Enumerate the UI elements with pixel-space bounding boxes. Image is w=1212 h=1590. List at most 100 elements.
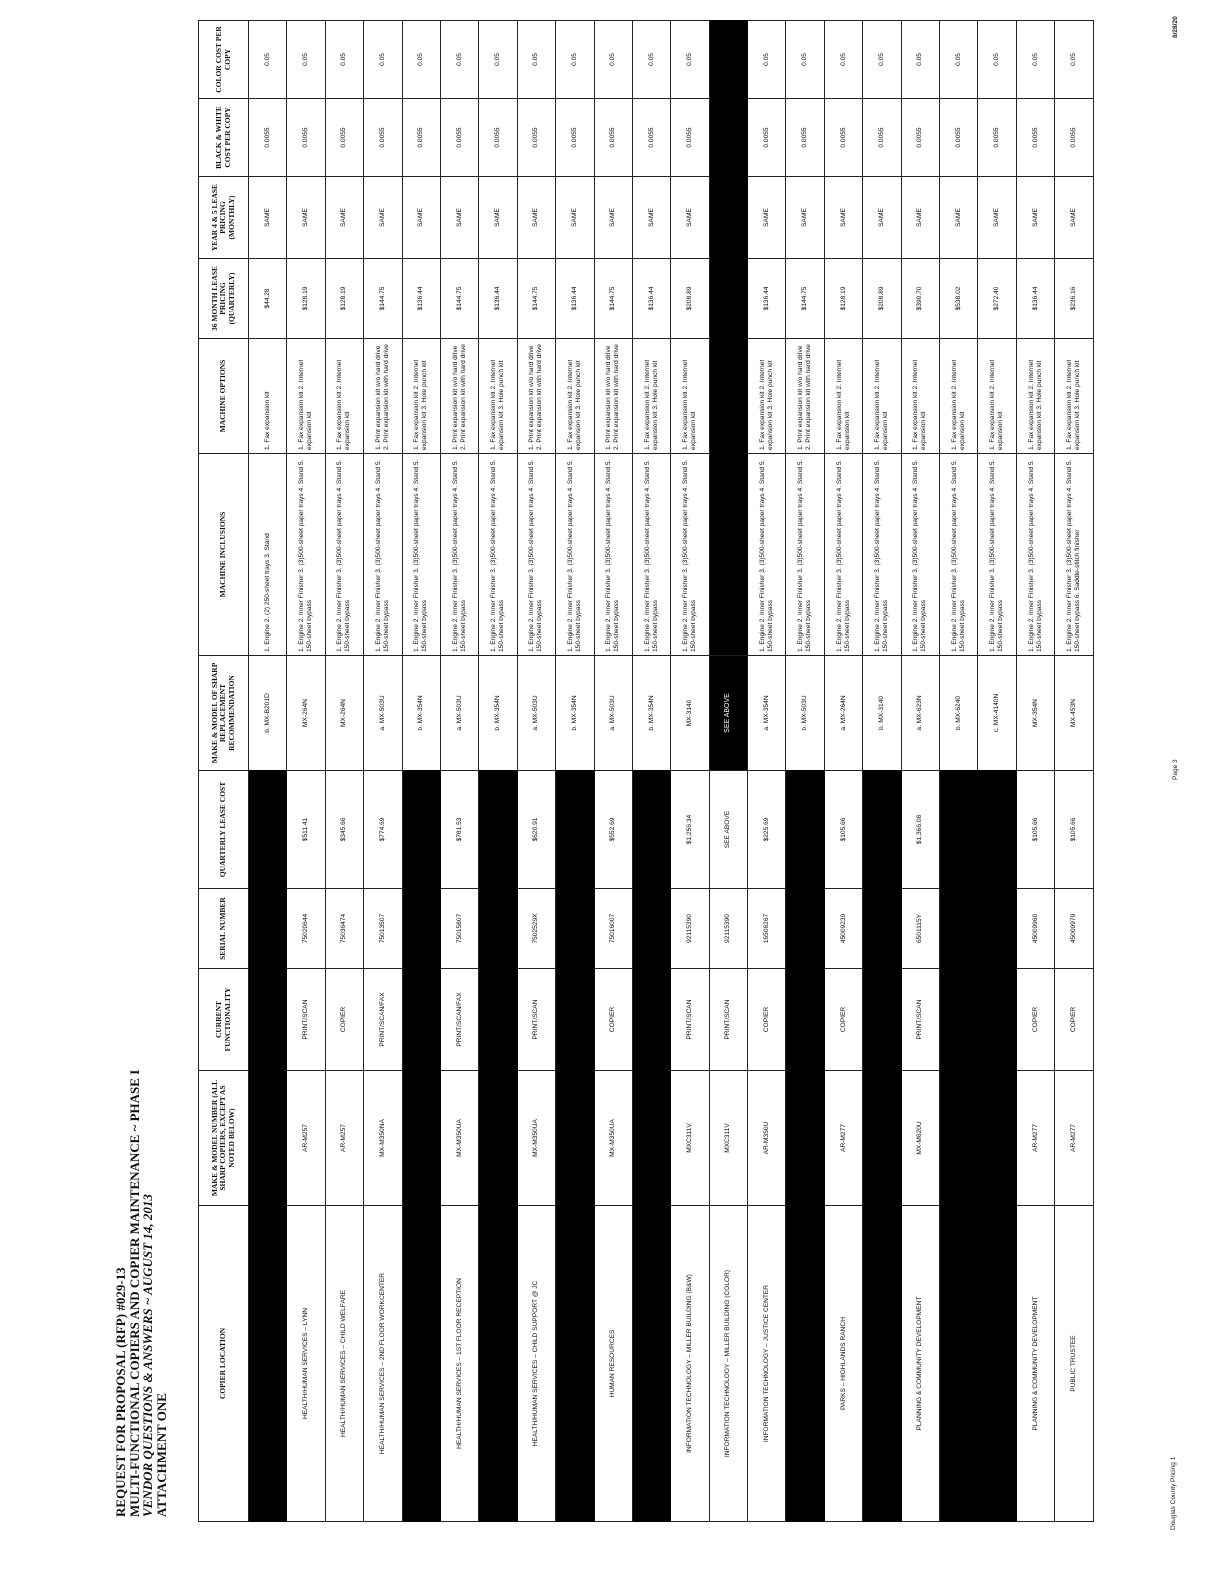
color-cost-per-copy: 0.05: [785, 20, 825, 99]
lease-year-4-5: SAME: [1054, 176, 1094, 259]
current-functionality: COPIER: [594, 968, 633, 1071]
title-line: VENDOR QUESTIONS & ANSWERS ~ AUGUST 14, …: [140, 1194, 155, 1517]
lease-year-4-5: SAME: [517, 176, 556, 259]
quarterly-lease-cost: $105.66: [1054, 770, 1094, 889]
lease-year-4-5: SAME: [824, 176, 863, 259]
bw-cost-per-copy: 0.0055: [901, 98, 940, 177]
replacement-model: MX-264N: [286, 655, 326, 771]
machine-options: 1. Fax expansion kit 2. Internet expansi…: [862, 338, 902, 454]
machine-inclusions: 1. Engine 2. Inner Finisher 3. (3)500-sh…: [824, 453, 863, 656]
bw-cost-per-copy: 0.0055: [363, 98, 403, 177]
color-cost-per-copy: 0.05: [1016, 20, 1055, 99]
lease-36-month: $136.44: [632, 258, 671, 339]
current-model: AR-M257: [325, 1070, 364, 1206]
current-functionality: PRINT/SCAN: [286, 968, 326, 1071]
replacement-model: a. MX-354N: [747, 655, 786, 771]
machine-options: 1. Fax expansion kit 2. Internet expansi…: [632, 338, 671, 454]
table-row: HEALTH/HUMAN SERVICES – LYNN AR-M257 PRINT…: [286, 20, 326, 1522]
current-functionality: PRINT/SCAN: [670, 968, 710, 1071]
table-row: b. MX-6240 1. Engine 2. Inner Finisher 3.…: [939, 20, 978, 1522]
column-header: QUARTERLY LEASE COST: [198, 770, 249, 889]
serial-number: 75015807: [440, 888, 479, 969]
lease-year-4-5: SAME: [478, 176, 518, 259]
table-header-row: COPIER LOCATION MAKE & MODEL NUMBER (ALL …: [198, 20, 249, 1522]
lease-36-month: $538.02: [939, 258, 978, 339]
table-row: PARKS – HIGHLANDS RANCH AR-M277 COPIER 4500…: [824, 20, 863, 1522]
bw-cost-per-copy: 0.0055: [478, 98, 518, 177]
current-functionality: PRINT/SCAN/FAX: [440, 968, 479, 1071]
lease-year-4-5: SAME: [632, 176, 671, 259]
color-cost-per-copy: 0.05: [555, 20, 595, 99]
lease-year-4-5: SAME: [747, 176, 786, 259]
bw-cost-per-copy: 0.0055: [402, 98, 441, 177]
replacement-model: a. MX-503U: [517, 655, 556, 771]
lease-year-4-5: SAME: [670, 176, 710, 259]
current-functionality: COPIER: [824, 968, 863, 1071]
replacement-model: MX-3140: [670, 655, 710, 771]
see-above-note: SEE ABOVE: [709, 655, 748, 771]
lease-36-month: $144.75: [594, 258, 633, 339]
copier-location: INFORMATION TECHNOLOGY – JUSTICE CENTER: [747, 1205, 786, 1522]
color-cost-per-copy: 0.05: [325, 20, 364, 99]
bw-cost-per-copy: 0.0055: [939, 98, 978, 177]
table-row: INFORMATION TECHNOLOGY – MILLER BUILDING…: [670, 20, 710, 1522]
column-header: MACHINE INCLUSIONS: [198, 453, 249, 656]
bw-cost-per-copy: 0.0055: [632, 98, 671, 177]
column-header: COPIER LOCATION: [198, 1205, 249, 1522]
bw-cost-per-copy: 0.0055: [785, 98, 825, 177]
table-row: INFORMATION TECHNOLOGY – MILLER BUILDING…: [709, 20, 748, 1522]
copier-location: HEALTH/HUMAN SERVICES – 1ST FLOOR RECEPT…: [440, 1205, 479, 1522]
copier-location: HEALTH/HUMAN SERVICES – CHILD SUPPORT @ …: [517, 1205, 556, 1522]
lease-36-month: $136.44: [478, 258, 518, 339]
table-row: b. MX-354N 1. Engine 2. Inner Finisher 3.…: [555, 20, 595, 1522]
machine-inclusions: 1. Engine 2. Inner Finisher 3. (3)500-sh…: [1054, 453, 1094, 656]
lease-year-4-5: SAME: [862, 176, 902, 259]
machine-inclusions: 1. Engine 2. Inner Finisher 3. (3)500-sh…: [286, 453, 326, 656]
machine-options: 1. Print expansion kit w/o hard drive 2.…: [594, 338, 633, 454]
bw-cost-per-copy: 0.0055: [747, 98, 786, 177]
serial-number: 75036474: [325, 888, 364, 969]
copier-location: HUMAN RESOURCES: [594, 1205, 633, 1522]
column-header: MAKE & MODEL NUMBER (ALL SHARP COPIERS, …: [198, 1070, 249, 1206]
color-cost-per-copy: 0.05: [670, 20, 710, 99]
lease-year-4-5: SAME: [785, 176, 825, 259]
replacement-model: MX-453N: [1054, 655, 1094, 771]
replacement-model: a. MX-503U: [440, 655, 479, 771]
table-row: b. MX-354N 1. Engine 2. Inner Finisher 3.…: [402, 20, 441, 1522]
replacement-model: b. MX-B201D: [248, 655, 287, 771]
replacement-model: b. MX-6240: [939, 655, 978, 771]
machine-inclusions: 1. Engine 2. Inner Finisher 3. (3)500-sh…: [402, 453, 441, 656]
lease-year-4-5: SAME: [402, 176, 441, 259]
current-functionality: PRINT/SCAN: [517, 968, 556, 1071]
lease-year-4-5: SAME: [248, 176, 287, 259]
color-cost-per-copy: 0.05: [248, 20, 287, 99]
title-line: ATTACHMENT ONE: [153, 1393, 169, 1517]
machine-options: 1. Fax expansion kit 2. Internet expansi…: [977, 338, 1017, 454]
lease-36-month: $136.44: [555, 258, 595, 339]
current-model: MX-M620U: [901, 1070, 940, 1206]
lease-year-4-5: SAME: [1016, 176, 1055, 259]
copier-location: PARKS – HIGHLANDS RANCH: [824, 1205, 863, 1522]
serial-number: 92115390: [709, 888, 748, 969]
redacted-block: [632, 770, 671, 1522]
lease-36-month: $208.89: [670, 258, 710, 339]
quarterly-lease-cost: $105.66: [824, 770, 863, 889]
replacement-model: c. MX-4140N: [977, 655, 1017, 771]
current-functionality: COPIER: [1016, 968, 1055, 1071]
lease-36-month: $236.16: [1054, 258, 1094, 339]
column-header: MACHINE OPTIONS: [198, 338, 249, 454]
replacement-model: a. MX-264N: [824, 655, 863, 771]
machine-inclusions: 1. Engine 2. Inner Finisher 3. (3)500-sh…: [862, 453, 902, 656]
machine-options: 1. Print expansion kit w/o hard drive 2.…: [785, 338, 825, 454]
lease-year-4-5: SAME: [325, 176, 364, 259]
lease-36-month: $136.44: [402, 258, 441, 339]
table-row: b. MX-3140 1. Engine 2. Inner Finisher 3.…: [862, 20, 902, 1522]
replacement-model: b. MX-3140: [862, 655, 902, 771]
current-model: MX-M350UA: [440, 1070, 479, 1206]
quarterly-lease-cost: $1,256.34: [670, 770, 710, 889]
current-model: MX-M350NA: [363, 1070, 403, 1206]
redacted-block: [785, 770, 825, 1522]
replacement-model: b. MX-354N: [632, 655, 671, 771]
lease-year-4-5: SAME: [594, 176, 633, 259]
lease-36-month: $144.75: [440, 258, 479, 339]
